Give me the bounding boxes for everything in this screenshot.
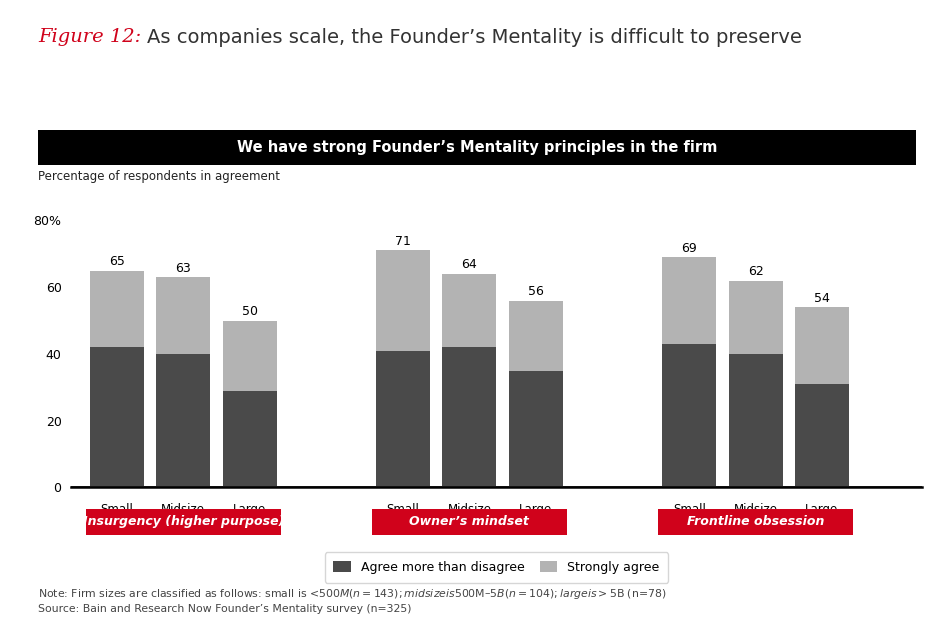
Text: Figure 12:: Figure 12:	[38, 28, 142, 46]
Text: Percentage of respondents in agreement: Percentage of respondents in agreement	[38, 170, 280, 183]
Text: 65: 65	[109, 255, 124, 268]
Bar	[90, 271, 143, 347]
Text: Owner’s mindset: Owner’s mindset	[409, 515, 529, 528]
Text: We have strong Founder’s Mentality principles in the firm: We have strong Founder’s Mentality princ…	[237, 140, 717, 155]
Legend: Agree more than disagree, Strongly agree: Agree more than disagree, Strongly agree	[325, 552, 668, 582]
Text: Note: Firm sizes are classified as follows: small is <$500M (n=143); midsize is : Note: Firm sizes are classified as follo…	[38, 587, 666, 601]
Bar	[662, 344, 716, 487]
Bar	[795, 307, 849, 384]
Text: Small: Small	[673, 502, 706, 515]
Bar	[509, 301, 562, 371]
Bar	[222, 320, 276, 391]
Bar	[729, 281, 783, 354]
Text: Large: Large	[519, 502, 552, 515]
Text: Midsize: Midsize	[733, 502, 778, 515]
Text: 50: 50	[241, 305, 257, 318]
Text: 63: 63	[176, 261, 191, 274]
Text: 64: 64	[462, 258, 477, 271]
Bar	[795, 384, 849, 487]
Text: Source: Bain and Research Now Founder’s Mentality survey (n=325): Source: Bain and Research Now Founder’s …	[38, 604, 411, 614]
Text: Frontline obsession: Frontline obsession	[687, 515, 825, 528]
Text: 56: 56	[528, 285, 543, 298]
Text: Insurgency (higher purpose): Insurgency (higher purpose)	[83, 515, 284, 528]
Text: Midsize: Midsize	[447, 502, 491, 515]
Text: As companies scale, the Founder’s Mentality is difficult to preserve: As companies scale, the Founder’s Mental…	[147, 28, 802, 47]
Text: 69: 69	[681, 242, 697, 255]
Text: 62: 62	[748, 265, 764, 278]
Bar	[509, 371, 562, 487]
Bar	[222, 391, 276, 487]
Bar	[443, 274, 496, 347]
Text: Midsize: Midsize	[162, 502, 205, 515]
Text: Small: Small	[387, 502, 420, 515]
Text: Large: Large	[806, 502, 839, 515]
Text: 71: 71	[395, 235, 411, 248]
Text: 54: 54	[814, 292, 830, 304]
Bar	[662, 257, 716, 344]
Bar	[376, 351, 430, 487]
Bar	[729, 354, 783, 487]
Bar	[156, 354, 210, 487]
Bar	[156, 277, 210, 354]
Text: Large: Large	[233, 502, 266, 515]
Bar	[443, 347, 496, 487]
Bar	[376, 250, 430, 351]
Bar	[90, 347, 143, 487]
Text: Small: Small	[101, 502, 133, 515]
